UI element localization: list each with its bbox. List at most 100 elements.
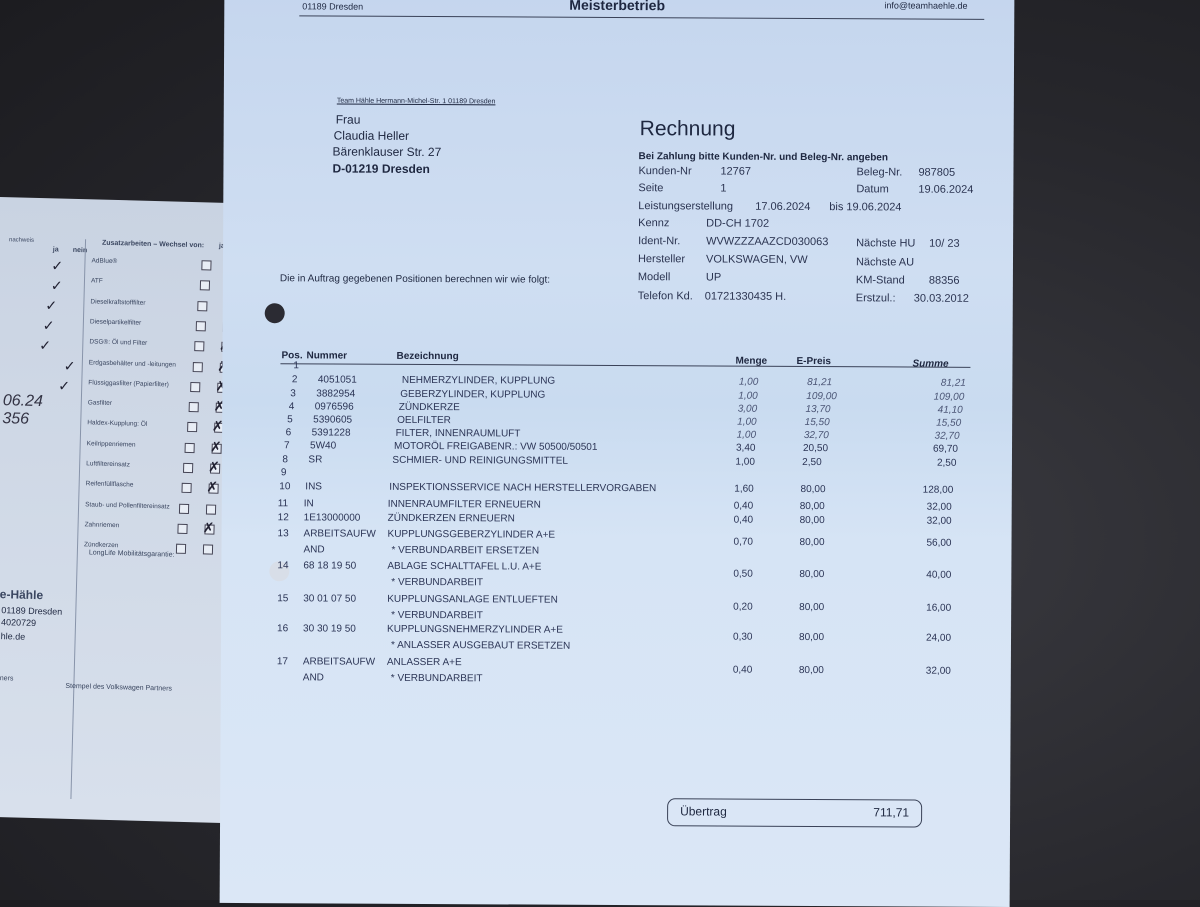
checkbox-ja[interactable] bbox=[201, 260, 212, 271]
row-nummer: 0976596 bbox=[314, 401, 354, 413]
field-modell-label: Modell bbox=[637, 271, 671, 284]
row-bezeichnung: ZÜNDKERZEN ERNEUERN bbox=[387, 512, 515, 525]
ubertrag-value: 711,71 bbox=[873, 805, 910, 820]
checklist-item: Flüssiggasfilter (Papierfilter) bbox=[88, 379, 169, 389]
row-menge: 0,40 bbox=[732, 664, 753, 676]
checkbox-ja[interactable] bbox=[184, 442, 196, 453]
row-nummer: ARBEITSAUFW bbox=[302, 656, 376, 668]
row-summe: 32,00 bbox=[926, 501, 952, 513]
field-hersteller-label: Hersteller bbox=[637, 253, 686, 266]
row-bezeichnung-2: * VERBUNDARBEIT bbox=[390, 672, 483, 685]
checkbox-ja[interactable] bbox=[199, 280, 210, 291]
row-bezeichnung: OELFILTER bbox=[397, 414, 451, 427]
field-hersteller-value: VOLKSWAGEN, VW bbox=[705, 253, 808, 266]
field-beleg_nr-value: 987805 bbox=[918, 166, 956, 179]
row-pos: 7 bbox=[283, 440, 290, 452]
stamp-line: hle.de bbox=[0, 631, 26, 642]
row-epreis: 80,00 bbox=[799, 601, 825, 614]
row-pos: 11 bbox=[277, 498, 289, 510]
row-epreis: 80,00 bbox=[798, 664, 824, 677]
col-nummer: Nummer bbox=[306, 350, 348, 362]
row-bezeichnung: FILTER, INNENRAUMLUFT bbox=[395, 427, 521, 440]
checklist-item: Haldex-Kupplung: Öl bbox=[87, 419, 148, 429]
row-summe: 40,00 bbox=[926, 569, 952, 581]
row-nummer: INS bbox=[305, 481, 323, 493]
row-summe: 128,00 bbox=[922, 484, 954, 496]
checklist-item: Gasfilter bbox=[87, 399, 113, 408]
header-meisterbetrieb: Meisterbetrieb bbox=[569, 0, 666, 14]
checkbox-ja[interactable] bbox=[192, 361, 203, 372]
checkbox-nein[interactable] bbox=[202, 544, 213, 555]
row-nummer: 30 30 19 50 bbox=[303, 623, 356, 635]
row-pos: 15 bbox=[277, 593, 289, 605]
row-menge: 0,30 bbox=[732, 631, 753, 643]
recipient-name: Claudia Heller bbox=[333, 128, 410, 143]
row-pos: 16 bbox=[277, 623, 289, 635]
field-erstzul-label: Erstzul.: bbox=[855, 292, 896, 305]
checklist-left-header: nachweis bbox=[8, 237, 35, 244]
row-bezeichnung: INSPEKTIONSSERVICE NACH HERSTELLERVORGAB… bbox=[389, 481, 657, 495]
field-seite-value: 1 bbox=[720, 182, 727, 195]
checklist-item: Dieselkraftstofffilter bbox=[90, 297, 146, 307]
row-menge: 1,00 bbox=[736, 429, 757, 441]
row-menge: 0,40 bbox=[733, 514, 754, 526]
field-km-value: 88356 bbox=[928, 274, 960, 287]
checkbox-ja[interactable] bbox=[197, 300, 208, 312]
field-erstzul-value: 30.03.2012 bbox=[913, 292, 969, 305]
row-bezeichnung: NEHMERZYLINDER, KUPPLUNG bbox=[401, 374, 556, 387]
row-nummer: 3882954 bbox=[316, 388, 356, 400]
row-nummer: 30 01 07 50 bbox=[303, 593, 357, 605]
checkbox-ja[interactable] bbox=[175, 543, 186, 555]
row-bezeichnung: INNENRAUMFILTER ERNEUERN bbox=[387, 498, 541, 511]
checkbox-ja[interactable] bbox=[190, 381, 201, 393]
row-pos: 4 bbox=[288, 401, 295, 413]
checkbox-ja[interactable] bbox=[195, 321, 207, 332]
checkbox-ja[interactable] bbox=[179, 503, 190, 514]
field-hu-value: 10/ 23 bbox=[929, 237, 960, 250]
row-epreis: 13,70 bbox=[805, 403, 831, 416]
col-bezeichnung: Bezeichnung bbox=[396, 350, 459, 363]
check-mark-icon: ✗ bbox=[202, 519, 215, 536]
table-row: 2 4051051 NEHMERZYLINDER, KUPPLUNG 1,00 … bbox=[222, 374, 1012, 389]
field-beleg_nr-label: Beleg-Nr. bbox=[856, 166, 903, 179]
row-summe: 69,70 bbox=[932, 443, 959, 455]
row-pos: 14 bbox=[277, 560, 289, 572]
stamp-line: 01189 Dresden bbox=[1, 605, 63, 617]
row-bezeichnung: ZÜNDKERZE bbox=[398, 401, 460, 414]
checklist-item: Luftfiltereinsatz bbox=[86, 460, 130, 469]
row-bezeichnung: MOTORÖL FREIGABENR.: VW 50500/50501 bbox=[393, 440, 598, 453]
checkbox-ja[interactable] bbox=[181, 483, 192, 494]
row-summe: 24,00 bbox=[925, 632, 952, 644]
field-au-label: Nächste AU bbox=[855, 256, 915, 269]
row-summe: 2,50 bbox=[936, 457, 957, 469]
row-bezeichnung-2: * VERBUNDARBEIT ERSETZEN bbox=[391, 544, 540, 557]
row-menge: 0,20 bbox=[733, 601, 753, 613]
checkbox-ja[interactable] bbox=[177, 523, 188, 534]
recipient-salutation: Frau bbox=[335, 112, 361, 127]
field-leistung-value: 17.06.2024 bbox=[755, 200, 811, 214]
field-kunden_nr-label: Kunden-Nr bbox=[638, 165, 692, 178]
row-epreis: 32,70 bbox=[803, 429, 829, 442]
checkbox-ja[interactable] bbox=[193, 341, 205, 352]
checkbox-ja[interactable] bbox=[188, 402, 199, 413]
check-mark-icon: ✓ bbox=[58, 377, 71, 394]
row-bezeichnung: ABLAGE SCHALTTAFEL L.U. A+E bbox=[387, 560, 542, 573]
row-pos: 6 bbox=[285, 427, 292, 439]
row-epreis: 80,00 bbox=[799, 536, 825, 549]
table-row: 17 ARBEITSAUFW ANLASSER A+E AND * VERBUN… bbox=[221, 656, 1011, 684]
row-nummer: 68 18 19 50 bbox=[303, 560, 357, 572]
row-epreis: 80,00 bbox=[798, 631, 825, 644]
header-city: 01189 Dresden bbox=[302, 1, 364, 12]
checkbox-nein[interactable] bbox=[206, 504, 217, 515]
checkbox-ja[interactable] bbox=[186, 422, 197, 433]
header-rule bbox=[299, 15, 985, 20]
stamp-label: Stempel des Volkswagen Partners bbox=[65, 682, 173, 693]
checkbox-ja[interactable] bbox=[182, 462, 194, 474]
table-row: 12 1E13000000 ZÜNDKERZEN ERNEUERN 0,40 8… bbox=[222, 512, 1012, 527]
row-summe: 56,00 bbox=[926, 537, 952, 549]
table-row: 7 5W40 MOTORÖL FREIGABENR.: VW 50500/505… bbox=[222, 440, 1012, 455]
field-datum-value: 19.06.2024 bbox=[918, 183, 974, 196]
recipient-city: D-01219 Dresden bbox=[332, 161, 430, 177]
row-summe: 81,21 bbox=[940, 377, 966, 389]
row-nummer: 1E13000000 bbox=[303, 512, 361, 524]
